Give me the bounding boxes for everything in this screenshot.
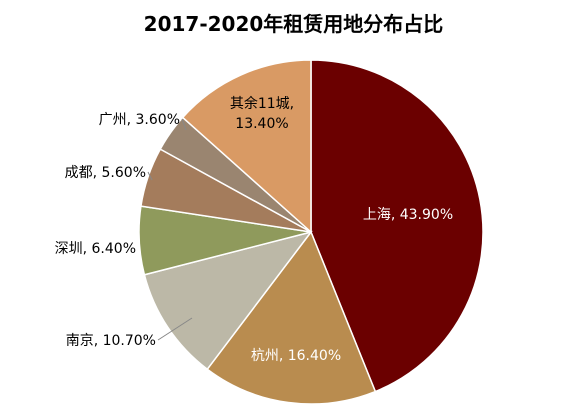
slice-label-4: 深圳, 6.40%: [55, 241, 136, 257]
pie-slice-2: [206, 230, 377, 405]
pie-slice-7: [181, 59, 312, 234]
slice-label-3: 南京, 10.70%: [66, 333, 156, 349]
label-leader-line-6: [181, 118, 187, 131]
label-leader-line-3: [157, 317, 193, 341]
pie-slice-3: [143, 230, 313, 371]
pie-slice-1: [310, 59, 484, 393]
chart-title: 2017-2020年租赁用地分布占比: [143, 12, 444, 36]
slice-label-7: 其余11城, 13.40%: [230, 95, 294, 132]
slice-label-1: 上海, 43.90%: [363, 207, 453, 223]
slice-label-6: 广州, 3.60%: [99, 112, 180, 128]
label-leader-line-5: [147, 171, 153, 181]
slice-label-2: 杭州, 16.40%: [251, 348, 341, 364]
slice-label-5: 成都, 5.60%: [65, 165, 146, 181]
